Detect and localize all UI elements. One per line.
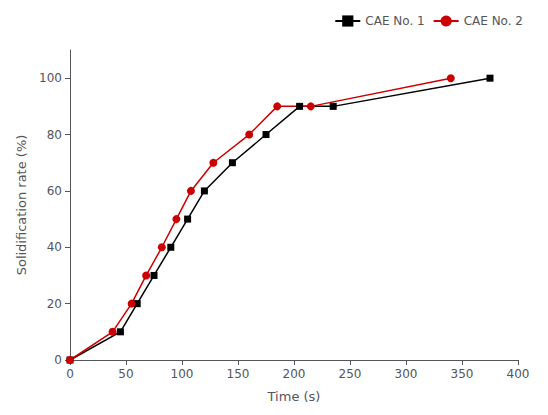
svg-text:100: 100 <box>39 71 62 85</box>
svg-text:250: 250 <box>339 367 362 381</box>
svg-text:200: 200 <box>283 367 306 381</box>
svg-text:400: 400 <box>507 367 530 381</box>
svg-text:20: 20 <box>47 297 62 311</box>
svg-text:0: 0 <box>54 353 62 367</box>
svg-text:100: 100 <box>171 367 194 381</box>
svg-text:Time (s): Time (s) <box>267 389 321 404</box>
svg-text:40: 40 <box>47 240 62 254</box>
svg-text:80: 80 <box>47 128 62 142</box>
svg-text:60: 60 <box>47 184 62 198</box>
svg-text:0: 0 <box>66 367 74 381</box>
svg-text:300: 300 <box>395 367 418 381</box>
svg-text:50: 50 <box>118 367 133 381</box>
svg-text:150: 150 <box>227 367 250 381</box>
svg-text:CAE No. 2: CAE No. 2 <box>464 14 523 28</box>
svg-text:Solidification rate (%): Solidification rate (%) <box>14 135 29 276</box>
svg-text:CAE No. 1: CAE No. 1 <box>365 14 424 28</box>
svg-text:350: 350 <box>451 367 474 381</box>
